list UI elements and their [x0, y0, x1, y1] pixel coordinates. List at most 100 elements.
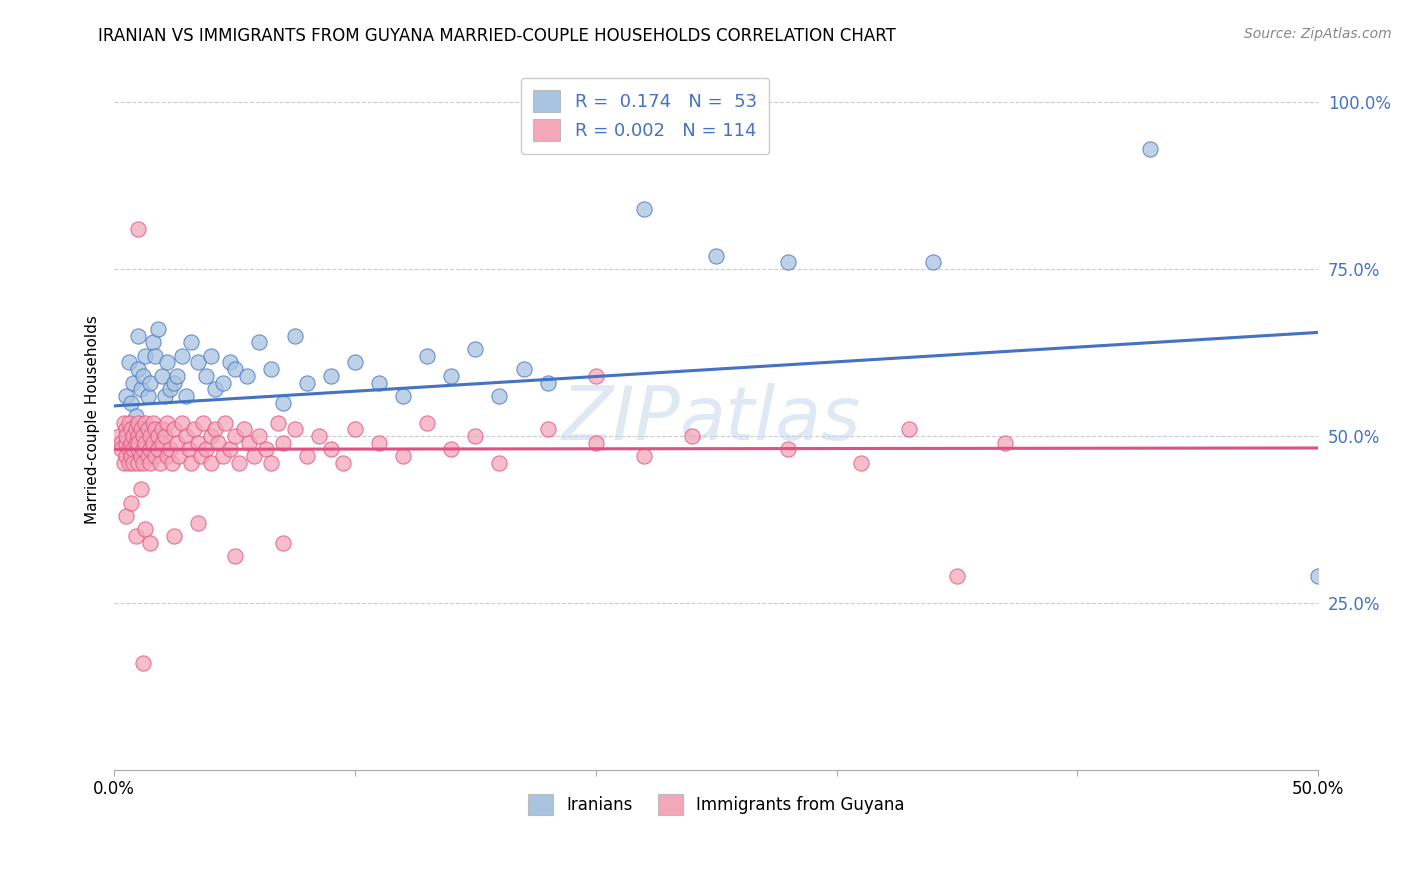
Point: [143, 422, 166, 436]
Point: [115, 435, 138, 450]
Point: [233, 422, 256, 436]
Point: [127, 429, 149, 443]
Point: [127, 456, 149, 470]
Point: [132, 656, 155, 670]
Point: [134, 435, 156, 450]
Point: [112, 416, 135, 430]
Point: [200, 456, 222, 470]
Point: [284, 328, 307, 343]
Point: [295, 449, 318, 463]
Point: [129, 382, 152, 396]
Point: [228, 456, 250, 470]
Text: atlas: atlas: [681, 384, 862, 455]
Point: [207, 435, 229, 450]
Point: [167, 449, 190, 463]
Point: [134, 349, 156, 363]
Point: [946, 569, 969, 583]
Point: [153, 389, 176, 403]
Point: [139, 442, 162, 457]
Point: [110, 442, 132, 457]
Point: [136, 449, 159, 463]
Point: [488, 389, 510, 403]
Point: [194, 368, 217, 383]
Point: [115, 429, 138, 443]
Point: [127, 362, 149, 376]
Point: [440, 368, 463, 383]
Point: [125, 435, 148, 450]
Point: [117, 442, 139, 457]
Point: [193, 416, 215, 430]
Point: [416, 416, 439, 430]
Point: [149, 456, 172, 470]
Point: [849, 456, 872, 470]
Point: [416, 349, 439, 363]
Point: [332, 456, 354, 470]
Point: [247, 335, 270, 350]
Point: [778, 255, 800, 269]
Point: [142, 335, 165, 350]
Point: [115, 509, 138, 524]
Point: [146, 322, 169, 336]
Point: [247, 429, 270, 443]
Point: [127, 222, 149, 236]
Point: [922, 255, 945, 269]
Point: [127, 435, 149, 450]
Point: [633, 202, 655, 216]
Point: [343, 422, 366, 436]
Point: [190, 449, 212, 463]
Point: [319, 368, 342, 383]
Point: [132, 456, 155, 470]
Point: [159, 442, 181, 457]
Point: [271, 395, 294, 409]
Point: [204, 382, 226, 396]
Point: [112, 456, 135, 470]
Point: [150, 368, 173, 383]
Point: [143, 449, 166, 463]
Point: [110, 435, 132, 450]
Point: [136, 389, 159, 403]
Text: IRANIAN VS IMMIGRANTS FROM GUYANA MARRIED-COUPLE HOUSEHOLDS CORRELATION CHART: IRANIAN VS IMMIGRANTS FROM GUYANA MARRIE…: [98, 27, 896, 45]
Point: [160, 456, 183, 470]
Point: [122, 429, 145, 443]
Point: [238, 435, 260, 450]
Point: [585, 368, 607, 383]
Y-axis label: Married-couple Households: Married-couple Households: [86, 315, 100, 524]
Point: [136, 422, 159, 436]
Point: [134, 523, 156, 537]
Point: [994, 435, 1017, 450]
Point: [139, 456, 162, 470]
Point: [122, 442, 145, 457]
Point: [235, 368, 257, 383]
Point: [127, 416, 149, 430]
Point: [115, 422, 138, 436]
Point: [200, 429, 222, 443]
Point: [260, 456, 283, 470]
Point: [224, 362, 246, 376]
Point: [170, 349, 193, 363]
Point: [125, 422, 148, 436]
Point: [150, 435, 173, 450]
Point: [117, 416, 139, 430]
Point: [267, 416, 290, 430]
Point: [1139, 142, 1161, 156]
Point: [585, 435, 607, 450]
Point: [142, 416, 165, 430]
Point: [319, 442, 342, 457]
Point: [156, 416, 179, 430]
Point: [537, 422, 560, 436]
Point: [194, 442, 217, 457]
Point: [343, 355, 366, 369]
Point: [488, 456, 510, 470]
Point: [125, 529, 148, 543]
Point: [129, 483, 152, 497]
Point: [187, 516, 209, 530]
Point: [115, 449, 138, 463]
Point: [224, 429, 246, 443]
Point: [150, 422, 173, 436]
Point: [122, 456, 145, 470]
Point: [180, 335, 202, 350]
Point: [271, 536, 294, 550]
Point: [204, 422, 226, 436]
Point: [127, 442, 149, 457]
Point: [200, 349, 222, 363]
